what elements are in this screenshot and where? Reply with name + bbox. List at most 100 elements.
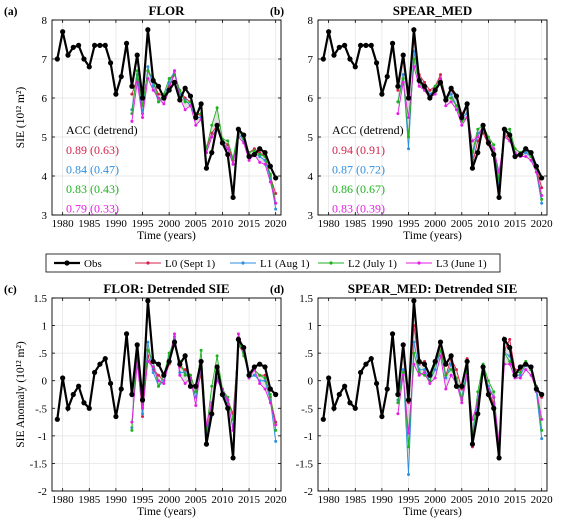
data-point <box>449 92 453 96</box>
data-point <box>480 122 486 128</box>
x-tick-label: 1980 <box>52 494 75 506</box>
x-tick-label: 1990 <box>105 218 128 230</box>
data-point <box>167 351 171 355</box>
panel-title: FLOR <box>148 3 185 18</box>
x-tick-label: 1980 <box>52 218 75 230</box>
data-point <box>400 342 406 348</box>
y-tick-label: -2 <box>38 486 47 498</box>
data-point <box>379 91 385 97</box>
x-tick-label: 1995 <box>132 218 155 230</box>
data-point <box>60 29 66 35</box>
data-point <box>81 400 87 406</box>
data-point <box>76 42 82 48</box>
data-point <box>219 391 226 398</box>
data-point <box>512 372 518 378</box>
data-point <box>151 88 155 92</box>
data-point <box>252 149 256 153</box>
data-point <box>157 100 161 104</box>
data-point <box>162 381 166 385</box>
data-point <box>507 345 513 351</box>
data-point <box>437 339 444 345</box>
y-tick-label: 1 <box>308 321 314 333</box>
data-point <box>145 27 151 33</box>
data-point <box>407 147 411 151</box>
data-point <box>258 381 262 385</box>
data-point <box>214 122 220 128</box>
axes-frame <box>51 297 282 492</box>
data-point <box>331 52 337 58</box>
data-point <box>460 123 464 127</box>
data-point <box>267 163 273 169</box>
data-point <box>226 398 230 402</box>
data-point <box>427 95 433 101</box>
data-point <box>257 361 263 367</box>
data-point <box>454 108 458 112</box>
x-tick-label: 1995 <box>398 218 421 230</box>
y-tick-label: 4 <box>308 171 314 183</box>
data-point <box>210 123 214 127</box>
x-tick-label: 1990 <box>371 218 394 230</box>
data-point <box>518 373 522 377</box>
x-tick-label: 2005 <box>185 494 208 506</box>
data-point <box>102 356 108 362</box>
data-point <box>492 143 496 147</box>
y-tick-label: 8 <box>308 15 314 27</box>
data-point <box>496 194 502 201</box>
y-tick-label: 0 <box>308 376 314 388</box>
data-point <box>183 373 187 377</box>
data-point <box>146 359 150 363</box>
legend: Obs L0 (Sept 1) L1 (Aug 1) L2 (July 1) L3 (J… <box>45 253 501 273</box>
legend-label: L0 (Sept 1) <box>165 258 215 270</box>
data-point <box>86 64 92 70</box>
data-point <box>492 390 496 394</box>
data-point <box>146 65 150 69</box>
data-point <box>151 365 155 369</box>
data-point <box>421 361 428 367</box>
data-point <box>438 354 442 358</box>
data-point <box>146 340 150 344</box>
data-point <box>194 390 198 394</box>
data-point <box>183 368 187 372</box>
data-point <box>263 162 267 166</box>
data-point <box>352 64 358 70</box>
data-point <box>518 376 522 380</box>
data-point <box>454 368 458 372</box>
data-point <box>459 114 465 121</box>
data-point <box>257 146 263 152</box>
acc-value-l3: 0.79 (0.33) <box>66 202 119 216</box>
data-point <box>432 358 438 365</box>
data-point <box>449 373 453 377</box>
data-point <box>130 92 134 96</box>
data-point <box>412 65 416 69</box>
data-point <box>157 92 161 96</box>
data-point <box>533 386 539 392</box>
data-point <box>251 364 257 370</box>
data-point <box>401 80 405 84</box>
acc-value-l3: 0.83 (0.39) <box>332 202 385 216</box>
x-tick-label: 2005 <box>451 218 474 230</box>
data-point <box>123 40 130 47</box>
data-point <box>533 163 539 169</box>
data-point <box>396 100 400 104</box>
y-tick-label: 3 <box>308 210 314 222</box>
series-obs <box>320 298 545 461</box>
legend-marker <box>241 261 245 265</box>
data-point <box>469 165 476 171</box>
data-point <box>235 126 241 132</box>
data-point <box>444 376 448 380</box>
data-point <box>423 368 427 372</box>
legend-marker <box>329 261 333 265</box>
data-point <box>214 364 220 370</box>
data-point <box>273 175 279 181</box>
x-tick-label: 2000 <box>424 494 447 506</box>
data-point <box>157 96 161 100</box>
acc-value-l1: 0.84 (0.47) <box>66 163 119 177</box>
data-point <box>113 413 119 420</box>
y-tick-label: 4 <box>42 171 48 183</box>
data-point <box>469 441 476 447</box>
data-point <box>102 42 108 48</box>
x-tick-label: 1985 <box>344 218 367 230</box>
data-point <box>492 395 496 399</box>
data-point <box>183 100 187 104</box>
data-point <box>183 381 187 385</box>
